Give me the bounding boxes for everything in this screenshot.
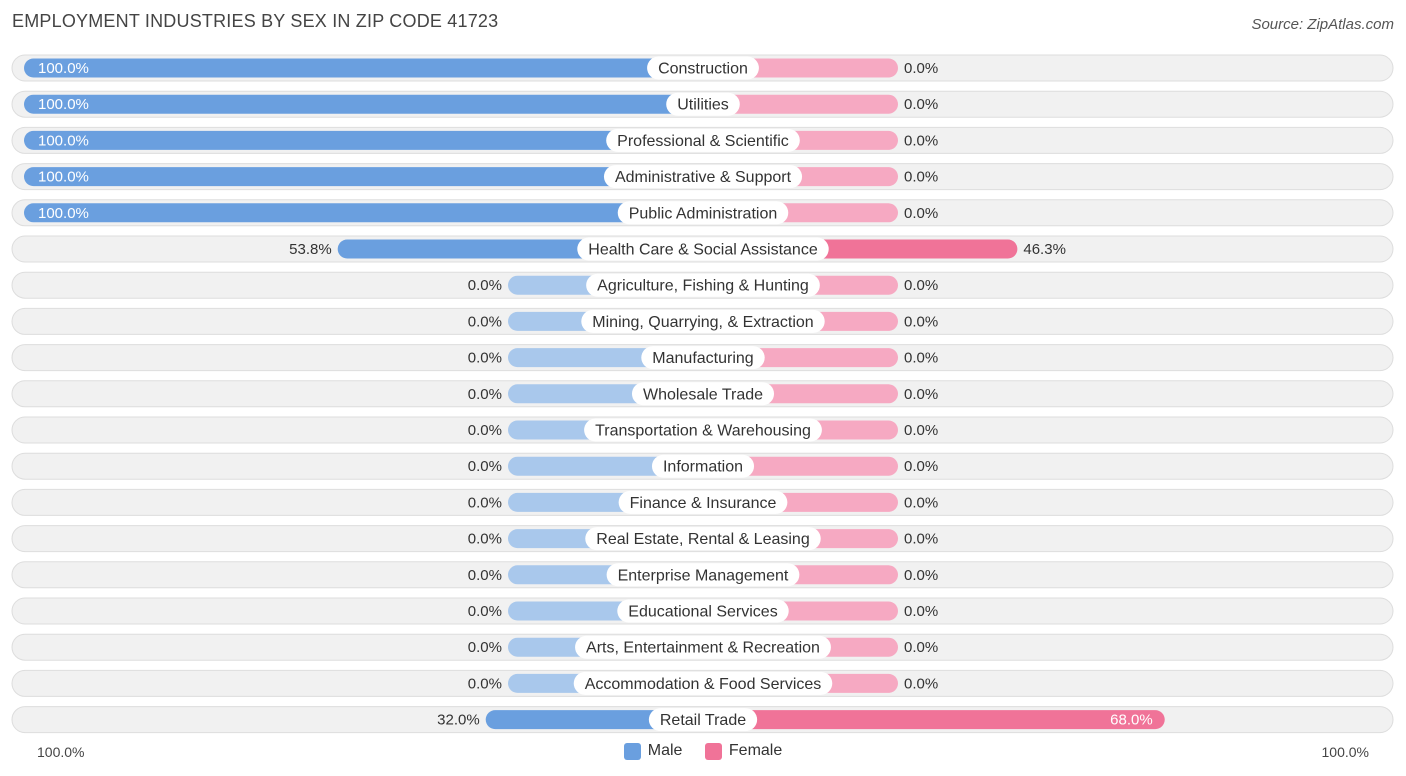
legend-swatch-male bbox=[623, 742, 641, 760]
category-label-background bbox=[581, 309, 825, 333]
category-label-background bbox=[617, 201, 789, 225]
category-label-background bbox=[606, 563, 800, 587]
category-label-background bbox=[631, 382, 775, 406]
category-label-background bbox=[584, 418, 822, 442]
value-label-male: 32.0% bbox=[437, 712, 480, 729]
value-label-female: 0.0% bbox=[904, 169, 938, 186]
value-label-male: 53.8% bbox=[289, 241, 332, 258]
category-label: Mining, Quarrying, & Extraction bbox=[592, 314, 813, 331]
category-label: Information bbox=[663, 459, 743, 476]
value-label-female: 0.0% bbox=[904, 422, 938, 439]
value-label-male: 100.0% bbox=[38, 96, 89, 113]
legend-item-male: Male bbox=[623, 742, 683, 760]
value-label-male: 0.0% bbox=[468, 531, 502, 548]
category-label-background bbox=[573, 671, 833, 695]
legend-label-male: Male bbox=[647, 742, 683, 759]
category-label: Accommodation & Food Services bbox=[585, 676, 822, 693]
category-label-background bbox=[617, 599, 789, 623]
legend: Male Female bbox=[0, 742, 1406, 765]
value-label-female: 0.0% bbox=[904, 350, 938, 367]
value-label-female: 0.0% bbox=[904, 458, 938, 475]
bar-male bbox=[24, 203, 703, 223]
value-label-female: 0.0% bbox=[904, 639, 938, 656]
category-label: Health Care & Social Assistance bbox=[588, 242, 818, 259]
category-label-background bbox=[585, 527, 821, 551]
value-label-female: 0.0% bbox=[904, 386, 938, 403]
category-label-background bbox=[606, 128, 800, 152]
value-label-female: 0.0% bbox=[904, 313, 938, 330]
value-label-male: 0.0% bbox=[468, 277, 502, 294]
category-label-background bbox=[666, 92, 740, 116]
chart-title: EMPLOYMENT INDUSTRIES BY SEX IN ZIP CODE… bbox=[12, 11, 499, 31]
category-label: Construction bbox=[658, 61, 748, 78]
bar-male bbox=[24, 167, 703, 187]
value-label-female: 0.0% bbox=[904, 96, 938, 113]
axis-left-label: 100.0% bbox=[37, 744, 85, 760]
category-label-background bbox=[618, 490, 788, 514]
category-label: Agriculture, Fishing & Hunting bbox=[597, 278, 809, 295]
bar-male bbox=[24, 130, 703, 150]
category-label: Retail Trade bbox=[660, 712, 746, 729]
axis-right-label: 100.0% bbox=[1321, 744, 1369, 760]
category-label: Manufacturing bbox=[652, 350, 753, 367]
value-label-female: 0.0% bbox=[904, 603, 938, 620]
value-label-female: 0.0% bbox=[904, 60, 938, 77]
category-label: Educational Services bbox=[628, 604, 777, 621]
category-label: Transportation & Warehousing bbox=[595, 423, 811, 440]
category-label: Professional & Scientific bbox=[617, 133, 789, 150]
category-label: Finance & Insurance bbox=[630, 495, 777, 512]
value-label-female: 0.0% bbox=[904, 494, 938, 511]
category-label: Enterprise Management bbox=[618, 567, 789, 584]
category-label: Wholesale Trade bbox=[643, 386, 763, 403]
value-label-male: 0.0% bbox=[468, 386, 502, 403]
value-label-female: 0.0% bbox=[904, 531, 938, 548]
category-label-background bbox=[641, 346, 765, 370]
value-label-male: 0.0% bbox=[468, 458, 502, 475]
bar-female bbox=[703, 710, 1165, 730]
value-label-male: 0.0% bbox=[468, 567, 502, 584]
value-label-male: 100.0% bbox=[38, 132, 89, 149]
legend-swatch-female bbox=[704, 742, 722, 760]
category-label-background bbox=[648, 708, 758, 732]
category-label: Arts, Entertainment & Recreation bbox=[586, 640, 820, 657]
value-label-male: 0.0% bbox=[468, 639, 502, 656]
value-label-male: 0.0% bbox=[468, 494, 502, 511]
value-label-female: 0.0% bbox=[904, 132, 938, 149]
value-label-female: 46.3% bbox=[1023, 241, 1066, 258]
category-label-background bbox=[603, 165, 803, 189]
bar-male bbox=[24, 94, 703, 114]
category-label: Utilities bbox=[677, 97, 729, 114]
bar-male bbox=[485, 710, 703, 730]
category-label-background bbox=[647, 56, 759, 80]
category-label: Real Estate, Rental & Leasing bbox=[596, 531, 809, 548]
category-label-background bbox=[586, 273, 820, 297]
category-label: Public Administration bbox=[629, 205, 778, 222]
bar-female bbox=[703, 94, 898, 114]
value-label-female: 0.0% bbox=[904, 205, 938, 222]
category-label: Administrative & Support bbox=[615, 169, 792, 186]
value-label-male: 0.0% bbox=[468, 350, 502, 367]
legend-label-female: Female bbox=[728, 742, 783, 759]
value-label-male: 100.0% bbox=[38, 169, 89, 186]
value-label-male: 0.0% bbox=[468, 675, 502, 692]
value-label-female: 0.0% bbox=[904, 277, 938, 294]
category-label-background bbox=[575, 635, 831, 659]
value-label-female: 68.0% bbox=[1110, 712, 1153, 729]
category-label-background bbox=[577, 237, 829, 261]
bar-male bbox=[24, 58, 703, 78]
value-label-male: 0.0% bbox=[468, 422, 502, 439]
value-label-female: 0.0% bbox=[904, 675, 938, 692]
value-label-female: 0.0% bbox=[904, 567, 938, 584]
category-label-background bbox=[651, 454, 755, 478]
source-label: Source: ZipAtlas.com bbox=[1251, 16, 1394, 33]
value-label-male: 100.0% bbox=[38, 60, 89, 77]
value-label-male: 0.0% bbox=[468, 313, 502, 330]
value-label-male: 0.0% bbox=[468, 603, 502, 620]
value-label-male: 100.0% bbox=[38, 205, 89, 222]
legend-item-female: Female bbox=[704, 742, 783, 760]
